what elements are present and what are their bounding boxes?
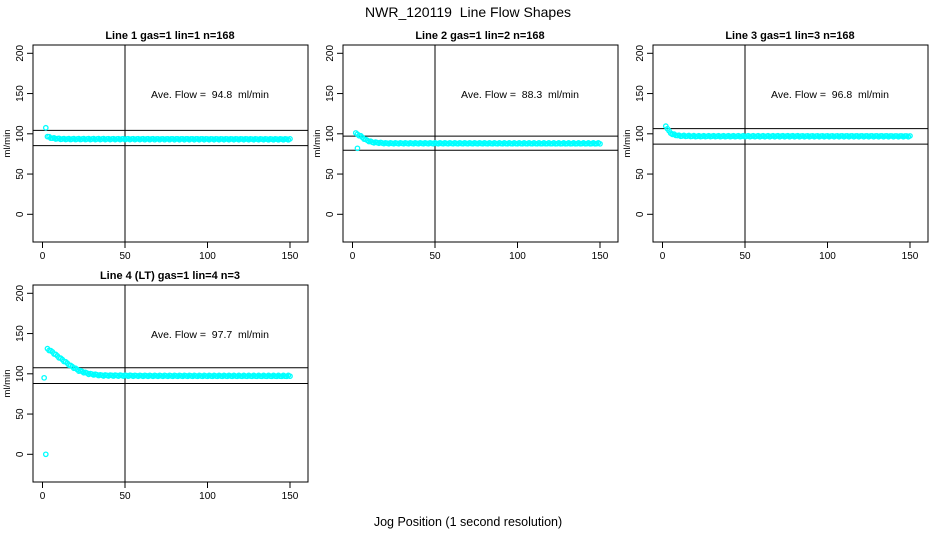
plot-area: 0 50 100 150 0 50 100 150 200	[15, 284, 309, 502]
ave-flow-annotation: Ave. Flow = 94.8 ml/min	[151, 89, 269, 101]
data-points	[41, 345, 293, 458]
y-tick-label: 200	[325, 45, 336, 62]
x-tick-label: 50	[739, 251, 751, 262]
y-axis-label: ml/min	[2, 370, 13, 398]
y-tick-label: 100	[635, 125, 646, 142]
x-tick-label: 150	[282, 251, 299, 262]
y-axis-label: ml/min	[2, 130, 13, 158]
panel-title: Line 3 gas=1 lin=3 n=168	[725, 30, 854, 42]
y-axis: 0 50 100 150 200	[635, 45, 653, 217]
y-axis: 0 50 100 150 200	[15, 285, 33, 457]
panel-title: Line 2 gas=1 lin=2 n=168	[415, 30, 544, 42]
data-points	[352, 130, 603, 152]
plot-area: 0 50 100 150 0 50 100 150 200	[635, 44, 929, 262]
x-axis: 0 50 100 150	[660, 242, 919, 262]
data-point-outlier	[354, 145, 361, 152]
panel-line-4: Line 4 (LT) gas=1 lin=4 n=3 ml/min 0 50 10…	[2, 270, 309, 502]
y-tick-label: 50	[15, 168, 26, 180]
y-tick-label: 0	[15, 211, 26, 217]
data-point	[287, 373, 293, 380]
y-tick-label: 150	[15, 325, 26, 342]
x-tick-label: 100	[199, 251, 216, 262]
y-tick-label: 0	[15, 451, 26, 457]
x-tick-label: 0	[40, 251, 46, 262]
plot-box	[652, 44, 929, 243]
x-tick-label: 50	[429, 251, 441, 262]
plot-area: 0 50 100 150 0 50 100 150 200	[15, 44, 309, 262]
x-axis: 0 50 100 150	[350, 242, 609, 262]
y-tick-label: 200	[15, 285, 26, 302]
plot-box	[342, 44, 619, 243]
panel-title: Line 1 gas=1 lin=1 n=168	[105, 30, 234, 42]
x-tick-label: 100	[199, 491, 216, 502]
data-point	[597, 140, 603, 147]
y-axis-label: ml/min	[622, 130, 633, 158]
y-tick-label: 200	[635, 45, 646, 62]
x-tick-label: 0	[660, 251, 666, 262]
data-point-outlier	[41, 374, 48, 381]
y-tick-label: 200	[15, 45, 26, 62]
panel-line-3: Line 3 gas=1 lin=3 n=168 ml/min 0 50 100 15…	[622, 30, 929, 262]
data-point	[287, 136, 293, 142]
y-tick-label: 50	[325, 168, 336, 180]
y-tick-label: 150	[635, 85, 646, 102]
x-tick-label: 0	[40, 491, 46, 502]
x-tick-label: 150	[282, 491, 299, 502]
y-tick-label: 100	[15, 365, 26, 382]
y-tick-label: 0	[325, 211, 336, 217]
panel-title: Line 4 (LT) gas=1 lin=4 n=3	[100, 270, 240, 282]
x-axis-title: Jog Position (1 second resolution)	[373, 515, 563, 529]
x-tick-label: 150	[592, 251, 609, 262]
data-points	[662, 123, 913, 140]
y-axis: 0 50 100 150 200	[15, 45, 33, 217]
plot-area: 0 50 100 150 0 50 100 150 200	[325, 44, 619, 262]
data-point-outlier	[42, 124, 49, 131]
y-tick-label: 150	[325, 85, 336, 102]
y-tick-label: 100	[15, 125, 26, 142]
data-points	[42, 124, 293, 143]
y-tick-label: 50	[15, 408, 26, 420]
figure-title: NWR_120119 Line Flow Shapes	[365, 4, 571, 20]
x-axis: 0 50 100 150	[40, 242, 299, 262]
ave-flow-annotation: Ave. Flow = 88.3 ml/min	[461, 89, 579, 101]
panel-line-1: Line 1 gas=1 lin=1 n=168 ml/min 0 50 100 15…	[2, 30, 309, 262]
y-tick-label: 50	[635, 168, 646, 180]
plot-box	[32, 44, 309, 243]
y-tick-label: 100	[325, 125, 336, 142]
y-tick-label: 0	[635, 211, 646, 217]
x-tick-label: 100	[819, 251, 836, 262]
ave-flow-annotation: Ave. Flow = 96.8 ml/min	[771, 89, 889, 101]
data-point-outlier	[42, 451, 49, 458]
x-tick-label: 50	[119, 251, 131, 262]
x-axis: 0 50 100 150	[40, 482, 299, 502]
x-tick-label: 150	[902, 251, 919, 262]
y-axis: 0 50 100 150 200	[325, 45, 343, 217]
x-tick-label: 50	[119, 491, 131, 502]
x-tick-label: 100	[509, 251, 526, 262]
x-tick-label: 0	[350, 251, 356, 262]
data-point	[907, 133, 913, 139]
ave-flow-annotation: Ave. Flow = 97.7 ml/min	[151, 329, 269, 341]
panel-line-2: Line 2 gas=1 lin=2 n=168 ml/min 0 50 100 15…	[312, 30, 619, 262]
y-tick-label: 150	[15, 85, 26, 102]
y-axis-label: ml/min	[312, 130, 323, 158]
